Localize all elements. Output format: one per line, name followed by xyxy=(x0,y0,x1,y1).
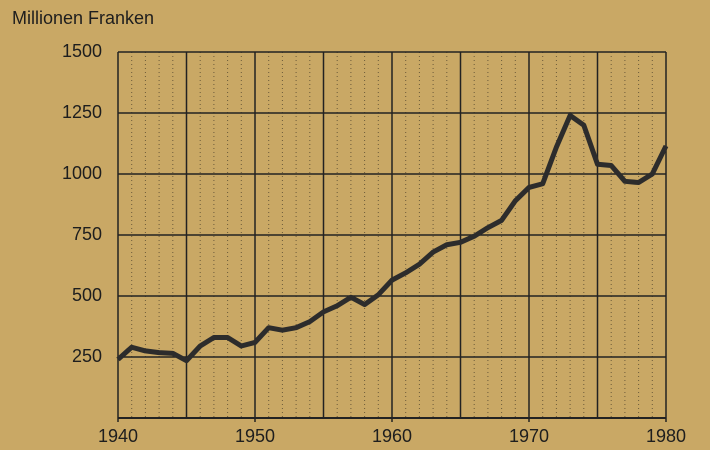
chart-title: Millionen Franken xyxy=(12,8,154,28)
data-line xyxy=(116,112,669,364)
y-tick-label: 250 xyxy=(72,346,102,366)
y-tick-label: 1500 xyxy=(62,41,102,61)
y-tick-label: 750 xyxy=(72,224,102,244)
y-tick-label: 1250 xyxy=(62,102,102,122)
x-tick-label: 1980 xyxy=(646,426,686,446)
y-tick-label: 500 xyxy=(72,285,102,305)
y-tick-label: 1000 xyxy=(62,163,102,183)
x-tick-label: 1940 xyxy=(98,426,138,446)
x-tick-label: 1960 xyxy=(372,426,412,446)
x-tick-label: 1950 xyxy=(235,426,275,446)
x-tick-label: 1970 xyxy=(509,426,549,446)
